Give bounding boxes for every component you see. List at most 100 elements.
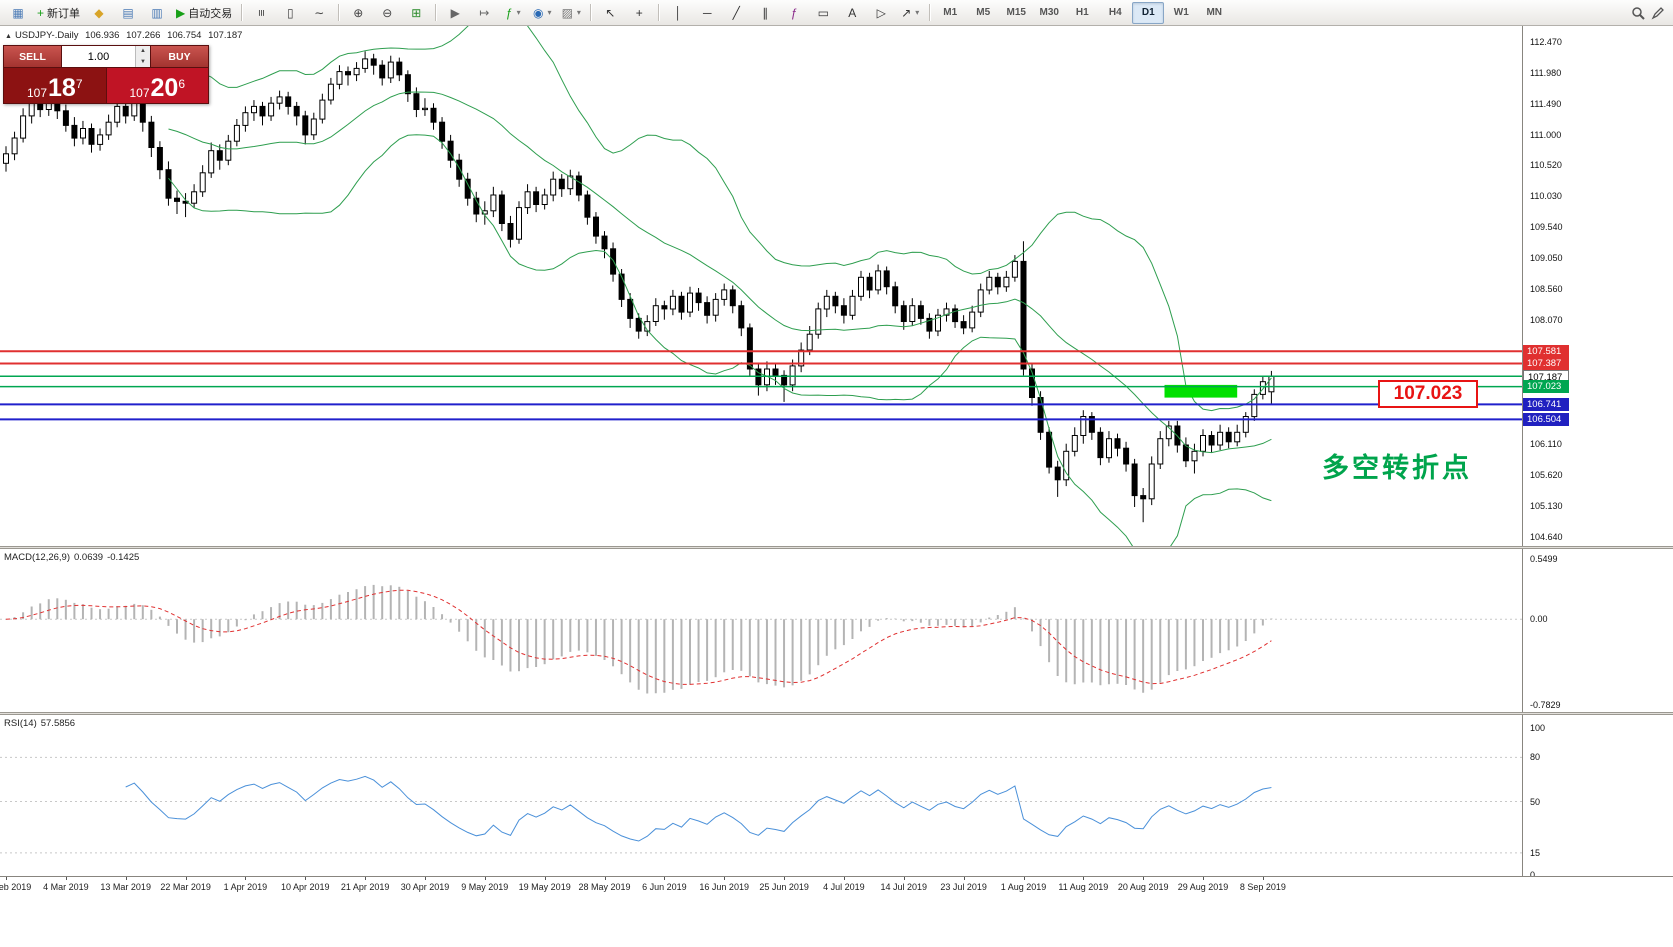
panel-separator[interactable] — [0, 712, 1673, 715]
price-tick-label: 111.490 — [1530, 98, 1562, 109]
toolbar-separator — [929, 4, 931, 21]
price-axis[interactable]: 112.470 111.980 111.490 111.000 110.520 110.0… — [1522, 26, 1673, 880]
chart-shift-button[interactable]: ↦ — [470, 2, 498, 24]
text-label-button[interactable]: ▷ — [867, 2, 895, 24]
buy-price-sup: 6 — [178, 77, 186, 91]
price-tag-107.581: 107.581 — [1523, 344, 1569, 358]
crosshair-button[interactable]: + — [625, 2, 653, 24]
bar-chart-button-icon: ≡ — [254, 8, 269, 17]
time-tick-label: 16 Jun 2019 — [699, 882, 749, 892]
time-tick — [1023, 877, 1025, 880]
chart-mdi-icon[interactable]: ▦ — [4, 2, 32, 24]
timeframe-w1[interactable]: W1 — [1173, 7, 1189, 18]
indicators-button-caret-icon: ▾ — [516, 8, 521, 17]
time-tick-label: 1 Aug 2019 — [1000, 882, 1047, 892]
time-tick — [963, 877, 965, 880]
time-tick — [1143, 877, 1145, 880]
timeframe-m5[interactable]: M5 — [976, 7, 991, 18]
price-tick-label: 109.540 — [1530, 222, 1563, 233]
periods-button[interactable]: ◉ ▾ — [528, 2, 556, 24]
bollinger-lower-band — [168, 134, 1272, 546]
zoom-out-button-icon: ⊖ — [382, 5, 393, 20]
timeframe-m1[interactable]: M1 — [943, 7, 958, 18]
trendline-button-icon: ╱ — [732, 5, 740, 20]
crosshair-button-icon: + — [635, 5, 643, 20]
arrows-button[interactable]: ↗ ▾ — [896, 2, 924, 24]
time-tick-label: 14 Jul 2019 — [880, 882, 928, 892]
autotrading-button[interactable]: ▶ 自动交易 — [172, 2, 236, 24]
templates-button[interactable]: ▨ ▾ — [557, 2, 585, 24]
zoom-out-button[interactable]: ⊖ — [373, 2, 401, 24]
toolbar-separator — [658, 4, 660, 21]
buy-button[interactable]: BUY — [151, 46, 208, 67]
new-order-button[interactable]: + 新订单 — [33, 2, 84, 24]
timeframe-m15[interactable]: M15 — [1006, 7, 1026, 18]
turning-point-note[interactable]: 多空转折点 — [1322, 453, 1472, 483]
tile-windows-button[interactable]: ⊞ — [402, 2, 430, 24]
price-callout-label[interactable]: 107.023 — [1378, 380, 1478, 408]
time-tick-label: 22 Feb 2019 — [0, 882, 32, 892]
channel-button[interactable]: ∥ — [751, 2, 779, 24]
time-tick — [125, 877, 127, 880]
edit-icon[interactable] — [1651, 6, 1665, 20]
macd-canvas[interactable] — [0, 549, 1522, 712]
price-tag-107.387: 107.387 — [1523, 357, 1569, 370]
price-tick-label: 110.030 — [1530, 191, 1562, 202]
time-axis[interactable]: 22 Feb 2019 4 Mar 2019 13 Mar 2019 22 Mar 2… — [0, 876, 1673, 947]
collapse-arrow-icon[interactable]: ▲ — [5, 33, 12, 40]
rsi-scale-label: 100 — [1530, 723, 1546, 733]
rsi-canvas[interactable] — [0, 715, 1522, 876]
macd-scale-label: -0.7829 — [1530, 700, 1561, 710]
sell-price-quote[interactable]: 107 18 7 — [4, 68, 107, 103]
highlight-rectangle[interactable] — [1164, 384, 1238, 398]
time-tick — [784, 877, 786, 880]
autotrading-button-icon: ▶ — [176, 5, 186, 20]
price-tag-107.023: 107.023 — [1523, 380, 1569, 394]
line-chart-button[interactable]: ∼ — [305, 2, 333, 24]
candlestick-chart-button[interactable]: ▯ — [276, 2, 304, 24]
macd-signal-line — [5, 589, 1272, 685]
main-chart-canvas[interactable] — [0, 26, 1522, 546]
vertical-line-button[interactable]: │ — [664, 2, 692, 24]
zoom-in-button-icon: ⊕ — [353, 5, 364, 20]
profiles-button[interactable]: ▤ — [114, 2, 142, 24]
buy-price-quote[interactable]: 107 20 6 — [106, 68, 208, 103]
horizontal-line-button[interactable]: ─ — [693, 2, 721, 24]
volume-value[interactable]: 1.00 — [87, 50, 110, 63]
timeframe-d1[interactable]: D1 — [1132, 1, 1165, 24]
indicators-button[interactable]: ƒ ▾ — [499, 2, 527, 24]
volume-up-icon[interactable]: ▲ — [136, 46, 150, 57]
candlestick-series — [3, 51, 1275, 523]
time-tick-label: 13 Mar 2019 — [100, 882, 151, 892]
zoom-in-button[interactable]: ⊕ — [344, 2, 372, 24]
favorites-button[interactable]: ◆ — [85, 2, 113, 24]
timeframe-mn[interactable]: MN — [1206, 7, 1223, 18]
time-tick — [425, 877, 426, 880]
timeframe-h4[interactable]: H4 — [1108, 7, 1122, 18]
volume-field[interactable]: 1.00 ▲ ▼ — [61, 46, 151, 67]
timeframe-h1[interactable]: H1 — [1075, 7, 1089, 18]
time-tick — [843, 877, 845, 880]
time-tick-label: 20 Aug 2019 — [1117, 882, 1169, 892]
panel-separator[interactable] — [0, 546, 1673, 549]
rsi-scale-label: 15 — [1530, 848, 1541, 858]
cursor-button[interactable]: ↖ — [596, 2, 624, 24]
text-button[interactable]: A — [838, 2, 866, 24]
trendline-button[interactable]: ╱ — [722, 2, 750, 24]
shapes-button-icon: ▭ — [817, 5, 829, 20]
volume-down-icon[interactable]: ▼ — [136, 56, 150, 67]
fibonacci-button[interactable]: ƒ — [780, 2, 808, 24]
horizontal-line-button-icon: ─ — [702, 5, 712, 20]
shapes-button[interactable]: ▭ — [809, 2, 837, 24]
sell-button[interactable]: SELL — [4, 46, 61, 67]
bar-chart-button[interactable]: ≡ — [247, 2, 275, 24]
time-tick-label: 22 Mar 2019 — [160, 882, 211, 892]
price-tick-label: 111.980 — [1530, 67, 1562, 78]
search-icon[interactable] — [1631, 6, 1645, 20]
auto-scroll-button[interactable]: ▶ — [441, 2, 469, 24]
data-window-button[interactable]: ▥ — [143, 2, 171, 24]
time-tick-label: 25 Jun 2019 — [759, 882, 809, 892]
time-tick-label: 29 Aug 2019 — [1177, 882, 1229, 892]
timeframe-m30[interactable]: M30 — [1039, 7, 1059, 18]
data-window-button-icon: ▥ — [151, 5, 163, 20]
